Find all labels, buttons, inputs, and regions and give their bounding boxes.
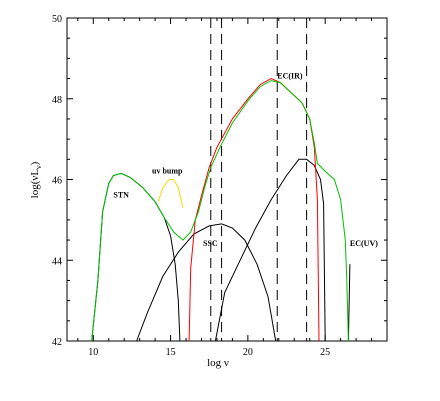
series-line-2 <box>157 179 184 208</box>
y-tick-label: 48 <box>52 95 62 106</box>
y-axis-label-sub: ν <box>34 165 43 169</box>
y-axis-label-close: ) <box>29 161 41 165</box>
series-line-6 <box>347 264 351 342</box>
y-axis-label: log(νLν) <box>29 161 43 198</box>
x-tick-label: 25 <box>320 347 330 358</box>
annotation-label-2: uv bump <box>152 166 183 175</box>
series-line-7 <box>91 80 349 342</box>
annotation-label-5: EC(UV) <box>350 239 378 248</box>
vline-layer <box>210 18 308 341</box>
y-axis-label-main: log(νL <box>29 169 41 199</box>
y-tick-label: 46 <box>52 176 62 187</box>
x-tick-label: 15 <box>166 347 176 358</box>
annotation-layer: STN uv bump SSC EC(IR) EC(UV) <box>113 72 378 249</box>
annotation-label-3: SSC <box>203 239 218 248</box>
annotation-label-4: EC(IR) <box>277 72 303 81</box>
y-tick-label: 50 <box>52 14 62 25</box>
plot-frame <box>66 17 388 342</box>
annotation-label-1: STN <box>113 191 129 200</box>
x-axis-label: log ν <box>207 357 229 369</box>
series-line-1 <box>91 172 181 342</box>
series-line-5 <box>188 78 320 342</box>
y-tick-label: 44 <box>52 256 62 267</box>
x-tick-label: 10 <box>88 347 98 358</box>
series-line-4 <box>214 158 326 342</box>
y-tick-label: 42 <box>52 337 62 348</box>
series-layer <box>91 78 351 342</box>
x-tick-label: 20 <box>243 347 253 358</box>
tick-layer: 10 15 20 25 42 44 46 48 50 <box>52 14 388 358</box>
series-line-3 <box>136 223 277 342</box>
